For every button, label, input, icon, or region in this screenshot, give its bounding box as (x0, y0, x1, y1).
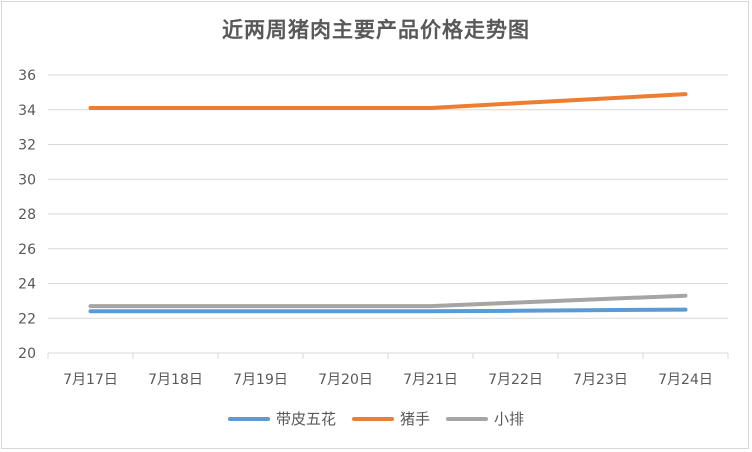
series-line-0 (88, 307, 688, 314)
x-tick-label: 7月20日 (318, 372, 373, 388)
x-tick-label: 7月24日 (658, 372, 713, 388)
series-line-2 (88, 293, 688, 309)
legend-label: 猪手 (399, 410, 430, 428)
x-tick-label: 7月18日 (148, 372, 203, 388)
chart-title: 近两周猪肉主要产品价格走势图 (222, 18, 530, 42)
y-tick-label: 36 (18, 68, 36, 84)
legend: 带皮五花 猪手 小排 (0, 408, 752, 429)
x-tick-label: 7月19日 (233, 372, 288, 388)
legend-label: 带皮五花 (275, 410, 336, 428)
legend-item-0: 带皮五花 (227, 408, 336, 429)
gridlines (48, 74, 728, 354)
y-tick-label: 24 (18, 277, 36, 293)
series-line-1 (88, 92, 688, 110)
legend-swatch (446, 416, 488, 421)
x-axis: 7月17日 7月18日 7月19日 7月20日 7月21日 7月22日 7月23日 7月24日 (47, 353, 729, 388)
y-tick-label: 20 (18, 346, 36, 362)
y-tick-label: 32 (18, 138, 36, 154)
legend-label: 小排 (494, 410, 525, 428)
legend-swatch (351, 416, 394, 421)
x-tick-label: 7月22日 (488, 372, 543, 388)
x-tick-label: 7月23日 (573, 372, 628, 388)
y-tick-label: 22 (18, 311, 36, 327)
y-tick-label: 34 (18, 103, 36, 119)
y-axis: 20 22 24 26 28 30 32 34 36 (18, 68, 36, 362)
legend-item-1: 猪手 (351, 408, 430, 429)
legend-swatch (227, 416, 270, 421)
x-tick-label: 7月21日 (403, 372, 458, 388)
legend-item-2: 小排 (446, 408, 524, 429)
x-tick-label: 7月17日 (63, 372, 118, 388)
y-tick-label: 30 (18, 172, 36, 188)
y-tick-label: 26 (18, 242, 36, 258)
series-lines (88, 92, 688, 314)
y-tick-label: 28 (18, 207, 36, 223)
